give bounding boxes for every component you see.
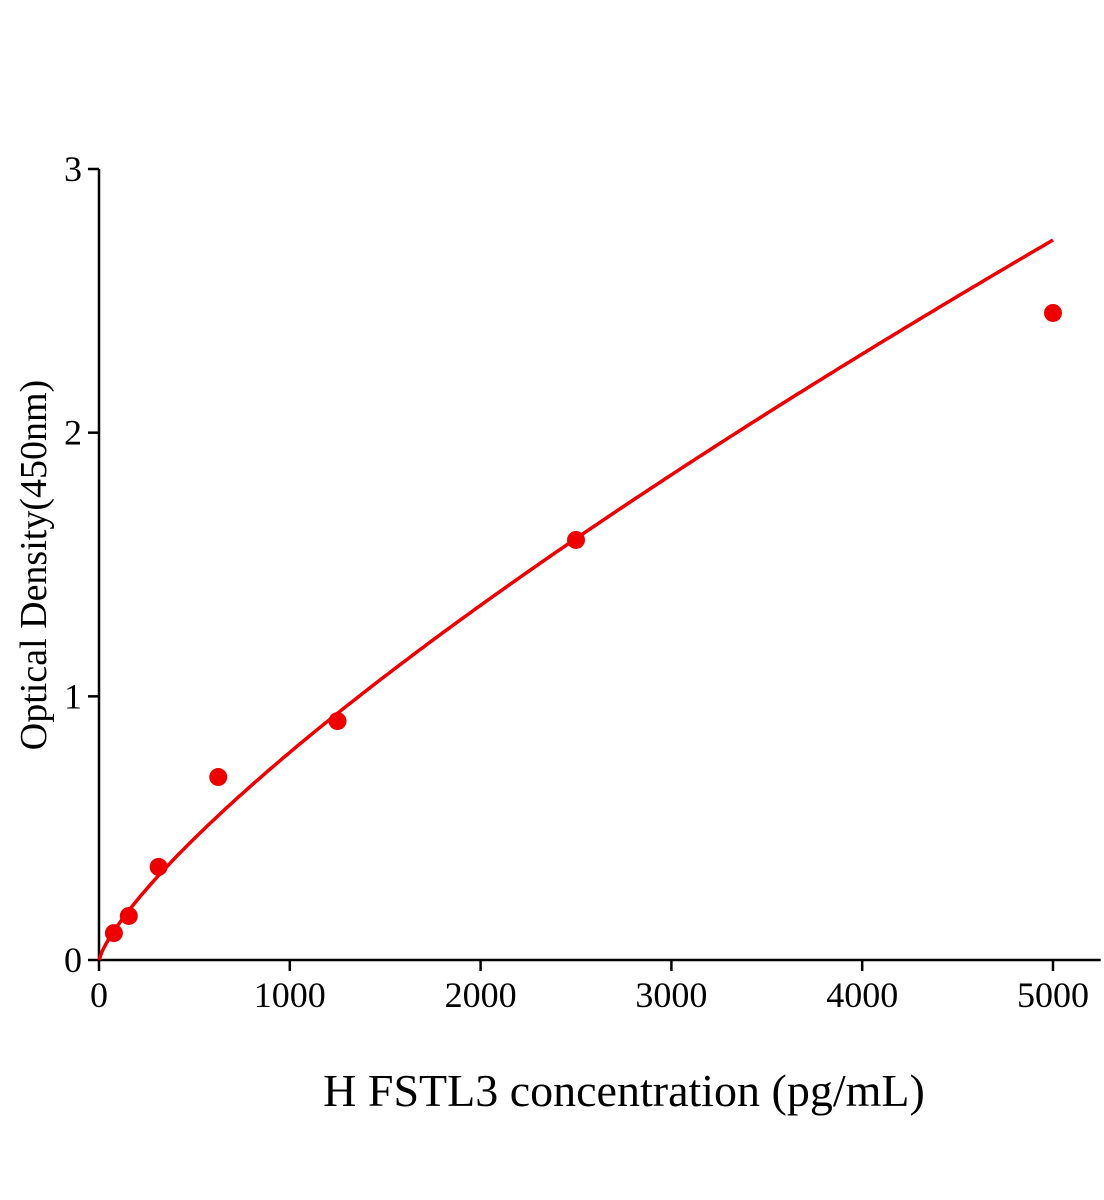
data-point bbox=[328, 712, 347, 731]
data-point bbox=[567, 530, 585, 549]
data-point bbox=[1044, 303, 1062, 322]
marks bbox=[97, 238, 1062, 961]
fit-curve bbox=[97, 238, 1054, 961]
y-axis-label: Optical Density(450nm) bbox=[13, 380, 55, 750]
data-point bbox=[209, 768, 228, 787]
axes: 0 1000 2000 3000 4000 5000 0 1 2 3 bbox=[64, 149, 1101, 1015]
x-axis-label: H FSTL3 concentration (pg/mL) bbox=[323, 1065, 925, 1116]
y-tick-label: 2 bbox=[64, 413, 82, 453]
y-tick-label: 3 bbox=[64, 149, 82, 189]
data-point bbox=[119, 906, 138, 925]
y-tick-label: 1 bbox=[64, 676, 82, 716]
x-tick-label: 1000 bbox=[254, 975, 326, 1015]
x-tick-label: 2000 bbox=[445, 975, 517, 1015]
y-tick-label: 0 bbox=[64, 940, 82, 980]
x-tick-label: 4000 bbox=[826, 975, 898, 1015]
data-point bbox=[149, 857, 168, 876]
x-tick-label: 3000 bbox=[635, 975, 707, 1015]
x-tick-label: 5000 bbox=[1017, 975, 1089, 1015]
data-point bbox=[104, 924, 123, 943]
x-tick-label: 0 bbox=[90, 975, 108, 1015]
